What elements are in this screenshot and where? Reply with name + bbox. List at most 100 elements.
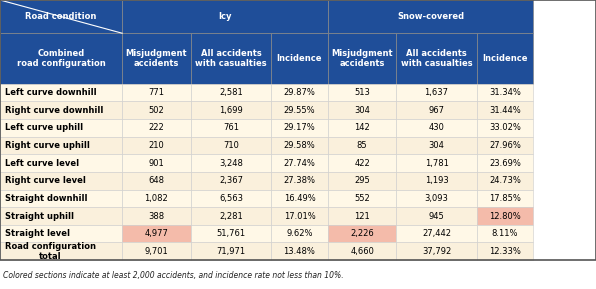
Bar	[191, 172, 271, 190]
Bar	[122, 101, 191, 119]
Text: 85: 85	[357, 141, 367, 150]
Bar	[271, 154, 328, 172]
Text: Incidence: Incidence	[277, 54, 322, 63]
Bar	[271, 242, 328, 260]
Bar	[191, 137, 271, 154]
Text: 8.11%: 8.11%	[492, 229, 519, 238]
Text: 33.02%: 33.02%	[489, 123, 521, 132]
Bar	[477, 84, 533, 101]
Bar	[396, 84, 477, 101]
Bar	[477, 137, 533, 154]
Text: 29.55%: 29.55%	[284, 106, 315, 115]
Bar	[122, 84, 191, 101]
Text: 210: 210	[148, 141, 164, 150]
Text: Straight level: Straight level	[5, 229, 70, 238]
Bar	[0, 84, 122, 101]
Text: 502: 502	[148, 106, 164, 115]
Bar	[328, 154, 396, 172]
Text: 4,660: 4,660	[350, 247, 374, 256]
Bar	[271, 119, 328, 137]
Text: 71,971: 71,971	[216, 247, 246, 256]
Bar	[0, 242, 122, 260]
Bar	[328, 0, 533, 33]
Text: 27,442: 27,442	[422, 229, 451, 238]
Text: 27.96%: 27.96%	[489, 141, 521, 150]
Text: 2,581: 2,581	[219, 88, 243, 97]
Bar	[271, 84, 328, 101]
Bar	[0, 207, 122, 225]
Text: 6,563: 6,563	[219, 194, 243, 203]
Bar	[122, 242, 191, 260]
Text: Incidence: Incidence	[482, 54, 528, 63]
Text: Icy: Icy	[218, 12, 232, 21]
Bar	[191, 207, 271, 225]
Text: 17.85%: 17.85%	[489, 194, 521, 203]
Bar	[477, 242, 533, 260]
Text: 422: 422	[354, 159, 370, 168]
Bar	[271, 101, 328, 119]
Text: 37,792: 37,792	[422, 247, 451, 256]
Text: 1,781: 1,781	[424, 159, 449, 168]
Bar	[271, 225, 328, 242]
Bar	[396, 33, 477, 84]
Text: 1,193: 1,193	[425, 176, 448, 185]
Text: 648: 648	[148, 176, 164, 185]
Text: Left curve uphill: Left curve uphill	[5, 123, 83, 132]
Bar	[477, 33, 533, 84]
Bar	[477, 225, 533, 242]
Bar	[328, 207, 396, 225]
Text: 121: 121	[354, 212, 370, 221]
Bar	[191, 190, 271, 207]
Text: 12.33%: 12.33%	[489, 247, 521, 256]
Bar	[271, 207, 328, 225]
Text: 388: 388	[148, 212, 164, 221]
Bar	[328, 101, 396, 119]
Text: 3,093: 3,093	[424, 194, 449, 203]
Text: 2,281: 2,281	[219, 212, 243, 221]
Text: 3,248: 3,248	[219, 159, 243, 168]
Text: 761: 761	[223, 123, 239, 132]
Text: 27.38%: 27.38%	[284, 176, 315, 185]
Text: 2,367: 2,367	[219, 176, 243, 185]
Bar	[396, 137, 477, 154]
Text: 24.73%: 24.73%	[489, 176, 521, 185]
Bar	[191, 119, 271, 137]
Text: Left curve downhill: Left curve downhill	[5, 88, 97, 97]
Bar	[271, 190, 328, 207]
Bar	[477, 207, 533, 225]
Text: 9.62%: 9.62%	[286, 229, 313, 238]
Bar	[122, 33, 191, 84]
Text: 51,761: 51,761	[216, 229, 246, 238]
Text: 552: 552	[354, 194, 370, 203]
Text: Combined
road configuration: Combined road configuration	[17, 49, 105, 68]
Text: 9,701: 9,701	[145, 247, 168, 256]
Bar	[191, 84, 271, 101]
Bar	[122, 190, 191, 207]
Text: 710: 710	[223, 141, 239, 150]
Bar	[328, 172, 396, 190]
Bar	[477, 101, 533, 119]
Bar	[122, 172, 191, 190]
Text: 31.34%: 31.34%	[489, 88, 521, 97]
Text: 1,699: 1,699	[219, 106, 243, 115]
Bar	[122, 225, 191, 242]
Bar	[328, 33, 396, 84]
Bar	[328, 225, 396, 242]
Bar	[0, 0, 122, 33]
Text: Straight downhill: Straight downhill	[5, 194, 87, 203]
Bar	[191, 101, 271, 119]
Bar	[396, 225, 477, 242]
Text: Right curve level: Right curve level	[5, 176, 86, 185]
Bar	[271, 33, 328, 84]
Bar	[122, 154, 191, 172]
Bar	[0, 172, 122, 190]
Text: 142: 142	[354, 123, 370, 132]
Bar	[0, 119, 122, 137]
Text: 29.17%: 29.17%	[284, 123, 315, 132]
Bar	[396, 119, 477, 137]
Bar	[122, 119, 191, 137]
Bar	[122, 137, 191, 154]
Bar	[396, 154, 477, 172]
Text: Road configuration
total: Road configuration total	[5, 242, 96, 261]
Bar	[191, 33, 271, 84]
